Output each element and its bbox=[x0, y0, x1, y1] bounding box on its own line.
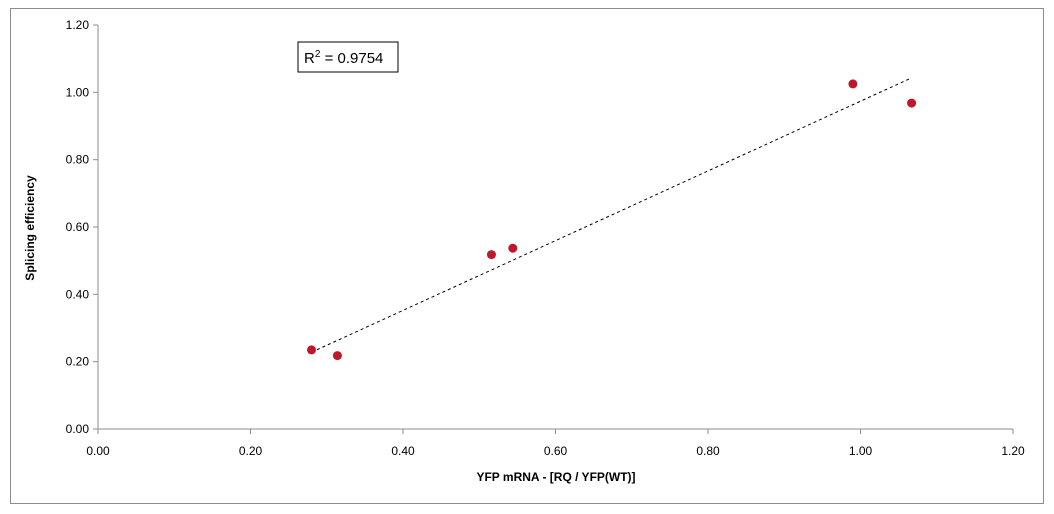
y-tick-label: 0.20 bbox=[66, 355, 90, 369]
trendline bbox=[311, 77, 912, 353]
y-axis: 0.00 0.20 0.40 0.60 0.80 1.00 1.20 bbox=[66, 18, 99, 436]
y-tick-label: 0.00 bbox=[66, 422, 90, 436]
x-tick-label: 0.00 bbox=[86, 444, 110, 458]
x-tick-label: 0.60 bbox=[544, 444, 568, 458]
x-tick-label: 1.00 bbox=[849, 444, 873, 458]
x-axis-title: YFP mRNA - [RQ / YFP(WT)] bbox=[476, 470, 635, 484]
data-point bbox=[486, 250, 496, 260]
points-group bbox=[307, 79, 917, 361]
r-squared-annotation: R2 = 0.9754 bbox=[297, 41, 399, 73]
data-point bbox=[307, 345, 316, 355]
x-tick-label: 1.20 bbox=[1001, 444, 1025, 458]
x-tick-label: 0.40 bbox=[391, 444, 415, 458]
data-point bbox=[508, 243, 518, 253]
x-axis: 0.00 0.20 0.40 0.60 0.80 1.00 1.20 bbox=[86, 428, 1025, 458]
data-point bbox=[848, 79, 858, 89]
trendline-group bbox=[311, 77, 912, 353]
r-squared-label: R2 = 0.9754 bbox=[304, 49, 383, 67]
y-tick-label: 0.80 bbox=[66, 153, 90, 167]
data-point bbox=[332, 351, 342, 361]
r-squared-box bbox=[297, 41, 399, 73]
data-point bbox=[907, 98, 917, 108]
y-tick-label: 0.40 bbox=[66, 287, 90, 301]
chart-frame bbox=[10, 8, 1044, 504]
y-tick-label: 0.60 bbox=[66, 220, 90, 234]
x-tick-label: 0.20 bbox=[239, 444, 263, 458]
y-tick-label: 1.20 bbox=[66, 18, 90, 32]
y-tick-label: 1.00 bbox=[66, 85, 90, 99]
x-tick-label: 0.80 bbox=[696, 444, 720, 458]
y-axis-title: Splicing efficiency bbox=[23, 175, 37, 281]
